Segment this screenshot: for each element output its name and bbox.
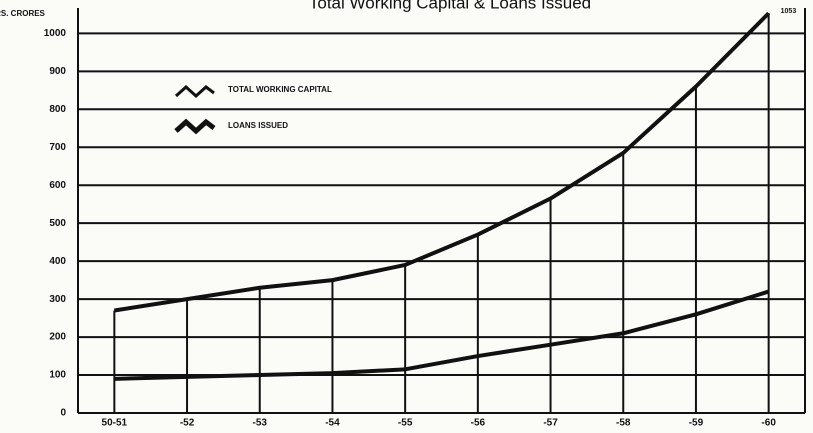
chart-title: Total Working Capital & Loans Issued xyxy=(309,0,591,12)
legend-icon xyxy=(174,84,215,99)
x-tick-label: -53 xyxy=(253,418,268,429)
x-tick-label: -57 xyxy=(543,418,558,429)
legend-label: LOANS ISSUED xyxy=(228,121,288,130)
y-tick-label: 300 xyxy=(49,294,66,305)
y-tick-label: 700 xyxy=(49,142,66,153)
series-line xyxy=(114,11,771,313)
x-tick-label: -60 xyxy=(761,418,776,429)
series-line xyxy=(114,289,770,381)
y-tick-label: 600 xyxy=(49,180,66,191)
x-tick-label: 50-51 xyxy=(102,418,128,429)
y-tick-label: 500 xyxy=(49,218,66,229)
y-tick-label: 1000 xyxy=(44,28,67,39)
y-tick-label: 200 xyxy=(49,332,66,343)
y-tick-label: 400 xyxy=(49,256,66,267)
x-tick-label: -54 xyxy=(325,418,340,429)
y-tick-label: 800 xyxy=(49,104,66,115)
x-tick-label: -58 xyxy=(616,418,631,429)
legend-label: TOTAL WORKING CAPITAL xyxy=(228,85,332,94)
y-tick-label: 100 xyxy=(49,370,66,381)
x-tick-label: -52 xyxy=(180,418,195,429)
annotation: 1053 xyxy=(781,8,797,15)
y-axis-label: RS. CRORES xyxy=(0,9,46,18)
y-tick-label: 0 xyxy=(60,408,66,419)
x-tick-label: -59 xyxy=(689,418,704,429)
legend-icon xyxy=(174,118,216,135)
y-tick-label: 900 xyxy=(49,66,66,77)
x-tick-label: -56 xyxy=(471,418,486,429)
x-tick-label: -55 xyxy=(398,418,413,429)
